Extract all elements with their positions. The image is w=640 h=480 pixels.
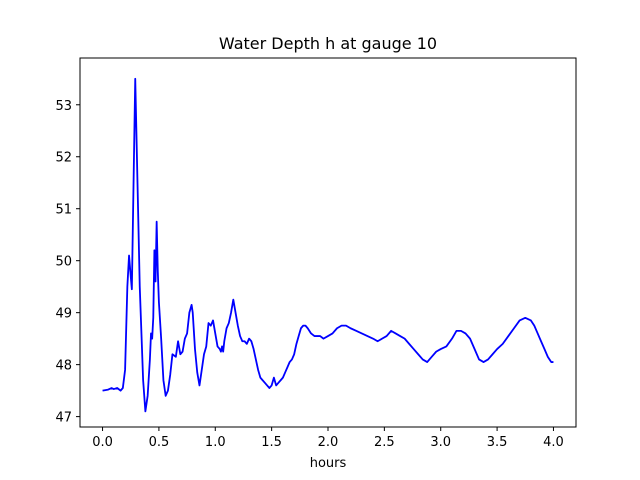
x-tick-label: 3.0 (430, 435, 451, 450)
x-tick-label: 0.5 (149, 435, 170, 450)
y-tick-label: 49 (55, 307, 72, 322)
y-tick-label: 47 (55, 411, 72, 426)
y-tick-label: 52 (55, 151, 72, 166)
x-axis: 0.0 0.5 1.0 1.5 2.0 2.5 3.0 3.5 4.0 (92, 427, 564, 450)
y-axis: 47 48 49 50 51 52 53 (55, 99, 80, 426)
x-tick-label: 0.0 (92, 435, 113, 450)
x-tick-label: 1.0 (205, 435, 226, 450)
y-tick-label: 53 (55, 99, 72, 114)
y-tick-label: 48 (55, 359, 72, 374)
y-tick-label: 51 (55, 203, 72, 218)
x-axis-label: hours (310, 456, 347, 471)
y-tick-label: 50 (55, 255, 72, 270)
chart-title: Water Depth h at gauge 10 (219, 34, 437, 53)
x-tick-label: 1.5 (261, 435, 282, 450)
x-tick-label: 4.0 (543, 435, 564, 450)
x-tick-label: 2.5 (374, 435, 395, 450)
x-tick-label: 2.0 (318, 435, 339, 450)
plot-area (102, 77, 554, 413)
x-tick-label: 3.5 (487, 435, 508, 450)
series-line (102, 77, 554, 413)
